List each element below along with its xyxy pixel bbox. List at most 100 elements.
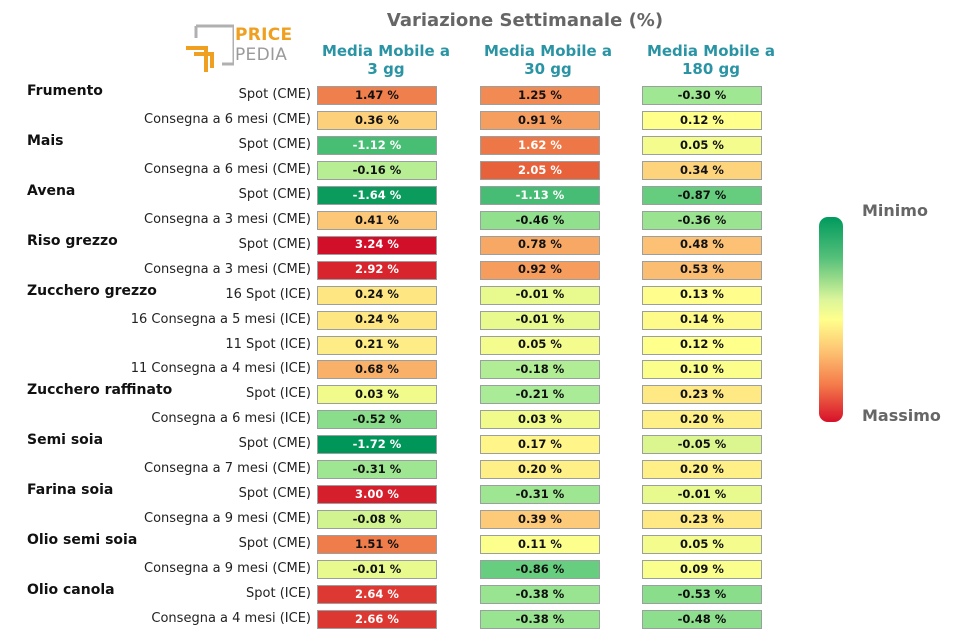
product-name: Avena (27, 182, 76, 199)
heatmap-cell: -0.30 % (642, 86, 762, 105)
heatmap-cell: 0.05 % (642, 135, 762, 155)
heatmap-cell: 0.23 % (642, 385, 762, 405)
logo-mark-icon (186, 24, 236, 72)
row-label: Consegna a 3 mesi (CME) (144, 261, 311, 277)
legend-label-min: Minimo (862, 201, 928, 220)
row-label: 11 Spot (ICE) (225, 336, 311, 352)
heatmap-cell: 3.24 % (317, 235, 437, 255)
heatmap-cell: 0.48 % (642, 235, 762, 255)
heatmap-cell: -0.16 % (317, 160, 437, 180)
heatmap-cell: 0.20 % (480, 460, 600, 480)
heatmap-cell: -0.46 % (480, 210, 600, 230)
heatmap-cell: 0.12 % (642, 110, 762, 130)
heatmap-cell: 0.21 % (317, 335, 437, 355)
product-name: Semi soia (27, 432, 104, 449)
row-label: Spot (CME) (238, 236, 311, 252)
heatmap-cell: -0.87 % (642, 185, 762, 205)
heatmap-cell: -0.31 % (480, 485, 600, 505)
heatmap-cell: 0.12 % (642, 335, 762, 355)
chart-title: Variazione Settimanale (%) (386, 10, 664, 31)
heatmap-cell: 2.92 % (317, 260, 437, 280)
heatmap-cell: -0.52 % (317, 410, 437, 430)
heatmap-cell: -0.08 % (317, 510, 437, 530)
heatmap-cell: -0.36 % (642, 210, 762, 230)
row-label: Spot (ICE) (246, 586, 311, 601)
heatmap-cell: 0.10 % (642, 360, 762, 380)
heatmap-cell: 1.47 % (317, 86, 437, 105)
heatmap-cell: -0.01 % (480, 285, 600, 305)
heatmap-cell: -1.64 % (317, 185, 437, 205)
row-label: Consegna a 4 mesi (ICE) (151, 610, 311, 626)
heatmap-cell: -0.01 % (317, 560, 437, 580)
heatmap-cell: 0.36 % (317, 110, 437, 130)
heatmap-cell: -0.38 % (480, 585, 600, 604)
logo-text-pedia: PEDIA (235, 45, 288, 65)
row-label: Consegna a 6 mesi (ICE) (151, 411, 311, 427)
heatmap-cell: 0.05 % (642, 535, 762, 555)
legend-label-max: Massimo (862, 406, 941, 425)
row-label: Consegna a 3 mesi (CME) (144, 211, 311, 227)
column-header-180gg: Media Mobile a 180 gg (646, 42, 776, 78)
heatmap-cell: 0.03 % (317, 385, 437, 405)
heatmap-cell: 0.78 % (480, 235, 600, 255)
heatmap-cell: -0.05 % (642, 435, 762, 455)
heatmap-cell: -0.53 % (642, 585, 762, 604)
heatmap-cell: 0.23 % (642, 510, 762, 530)
heatmap-cell: 0.91 % (480, 110, 600, 130)
heatmap-cell: -0.18 % (480, 360, 600, 380)
product-name: Olio canola (27, 582, 115, 598)
heatmap-cell: 0.39 % (480, 510, 600, 530)
heatmap-cell: -0.86 % (480, 560, 600, 580)
heatmap-cell: 0.41 % (317, 210, 437, 230)
color-scale-bar (819, 217, 843, 422)
heatmap-cell: 0.13 % (642, 285, 762, 305)
row-label: Spot (CME) (238, 436, 311, 452)
heatmap-cell: 0.24 % (317, 310, 437, 330)
product-name: Olio semi soia (27, 532, 138, 549)
product-name: Mais (27, 132, 64, 149)
row-label: Consegna a 6 mesi (CME) (144, 161, 311, 177)
logo-text-price: PRICE (235, 25, 293, 45)
row-label: Spot (CME) (238, 87, 311, 102)
heatmap-cell: 0.11 % (480, 535, 600, 555)
heatmap-cell: 0.14 % (642, 310, 762, 330)
row-label: 11 Consegna a 4 mesi (ICE) (130, 361, 311, 377)
product-name: Zucchero grezzo (27, 282, 157, 299)
product-name: Zucchero raffinato (27, 382, 173, 399)
heatmap-cell: -0.21 % (480, 385, 600, 405)
heatmap-cell: 1.25 % (480, 86, 600, 105)
heatmap-cell: 1.62 % (480, 135, 600, 155)
pricepedia-logo: PRICE PEDIA (184, 24, 294, 76)
heatmap-cell: 1.51 % (317, 535, 437, 555)
row-label: Consegna a 9 mesi (CME) (144, 511, 311, 527)
column-header-3gg: Media Mobile a 3 gg (321, 42, 451, 78)
row-label: Consegna a 7 mesi (CME) (144, 461, 311, 477)
heatmap-cell: 0.20 % (642, 410, 762, 430)
row-label: Spot (CME) (238, 536, 311, 552)
row-label: Spot (CME) (238, 486, 311, 502)
heatmap-cell: 0.34 % (642, 160, 762, 180)
row-label: 16 Consegna a 5 mesi (ICE) (130, 311, 311, 327)
heatmap-cell: 3.00 % (317, 485, 437, 505)
heatmap-cell: 0.68 % (317, 360, 437, 380)
row-label: Consegna a 6 mesi (CME) (144, 111, 311, 127)
heatmap-cell: 0.03 % (480, 410, 600, 430)
heatmap-cell: -0.38 % (480, 609, 600, 629)
heatmap-cell: 0.20 % (642, 460, 762, 480)
column-header-30gg: Media Mobile a 30 gg (483, 42, 613, 78)
heatmap-cell: -1.72 % (317, 435, 437, 455)
heatmap-cell: -0.01 % (642, 485, 762, 505)
row-label: 16 Spot (ICE) (225, 286, 311, 302)
product-name: Farina soia (27, 482, 114, 499)
heatmap-cell: 0.92 % (480, 260, 600, 280)
heatmap-cell: 0.53 % (642, 260, 762, 280)
heatmap-cell: -1.13 % (480, 185, 600, 205)
product-name: Frumento (27, 83, 103, 99)
heatmap-cell: -0.31 % (317, 460, 437, 480)
heatmap-cell: 0.24 % (317, 285, 437, 305)
heatmap-cell: 2.64 % (317, 585, 437, 604)
row-label: Consegna a 9 mesi (CME) (144, 561, 311, 577)
heatmap-cell: 2.66 % (317, 609, 437, 629)
row-label: Spot (CME) (238, 186, 311, 202)
heatmap-cell: -1.12 % (317, 135, 437, 155)
